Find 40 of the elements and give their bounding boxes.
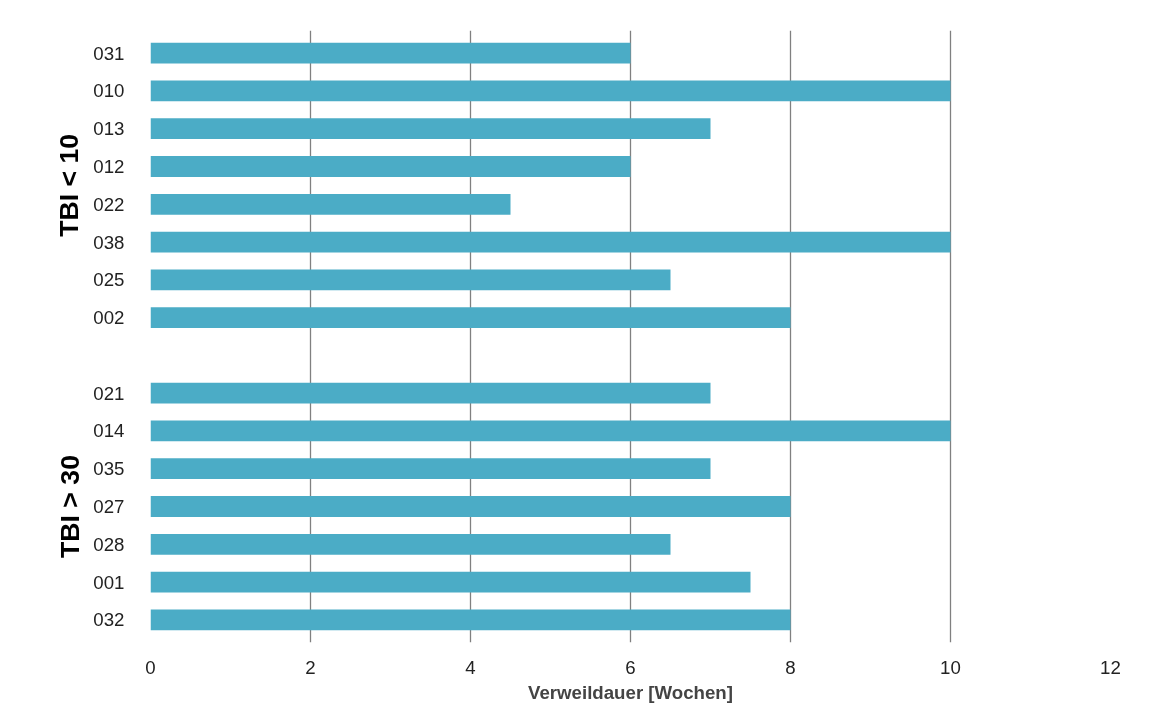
bar — [150, 609, 791, 631]
bar — [150, 269, 671, 291]
x-tick-label: 10 — [940, 656, 961, 678]
bar — [150, 458, 711, 480]
bar — [150, 420, 951, 442]
x-tick-label: 6 — [625, 656, 636, 678]
y-tick-label: 002 — [93, 307, 125, 329]
y-tick-label: 038 — [93, 231, 125, 253]
y-tick-label: 025 — [93, 269, 125, 291]
x-tick-label: 12 — [1100, 656, 1121, 678]
bar — [150, 496, 791, 517]
y-tick-label: 028 — [93, 533, 125, 555]
bar — [150, 193, 511, 215]
bar — [150, 571, 751, 593]
y-tick-label: 014 — [93, 420, 125, 442]
text: TBI < 10 — [54, 133, 85, 237]
y-tick-label: 012 — [93, 156, 125, 177]
x-axis-title: Verweildauer [Wochen] — [528, 681, 733, 703]
y-tick-label: 035 — [93, 458, 125, 480]
x-tick-label: 8 — [785, 656, 796, 678]
x-tick-label: 4 — [465, 656, 476, 678]
y-tick-label: 021 — [93, 382, 125, 404]
bar — [150, 80, 951, 102]
y-tick-label: 032 — [93, 609, 125, 631]
bar — [150, 382, 711, 404]
bar — [150, 231, 951, 253]
x-tick-label: 2 — [305, 656, 316, 678]
y-tick-label: 001 — [93, 571, 125, 593]
bar — [150, 118, 711, 140]
text: TBI > 30 — [54, 455, 85, 558]
bar — [150, 533, 671, 555]
x-tick-label: 0 — [145, 656, 156, 678]
y-tick-label: 027 — [93, 496, 125, 517]
y-tick-label: 022 — [93, 193, 125, 215]
y-tick-label: 031 — [93, 42, 125, 64]
y-tick-label: 013 — [93, 118, 125, 140]
bar — [150, 42, 631, 64]
y-tick-label: 010 — [93, 80, 125, 102]
bar — [150, 156, 631, 177]
bar — [150, 307, 791, 328]
